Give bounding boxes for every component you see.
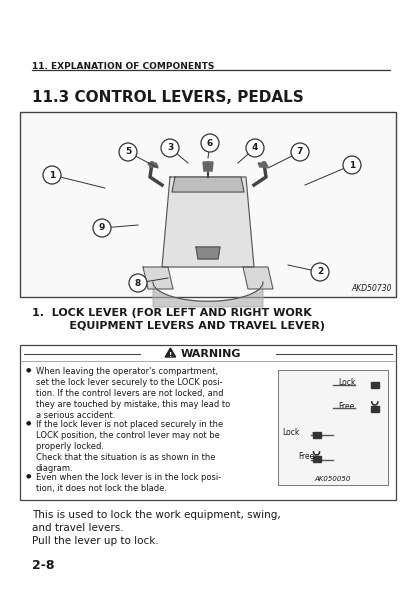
Text: ●: ● <box>25 473 31 478</box>
Bar <box>20 112 396 297</box>
Text: This is used to lock the work equipment, swing,
and travel levers.
Pull the leve: This is used to lock the work equipment,… <box>32 510 281 546</box>
Text: 7: 7 <box>297 148 303 156</box>
Text: Even when the lock lever is in the lock posi-
tion, it does not lock the blade.: Even when the lock lever is in the lock … <box>36 473 221 493</box>
Circle shape <box>343 156 361 174</box>
Text: Free: Free <box>298 452 314 461</box>
Circle shape <box>201 134 219 152</box>
Circle shape <box>119 143 137 161</box>
Polygon shape <box>143 267 173 289</box>
Polygon shape <box>258 163 268 167</box>
Circle shape <box>43 166 61 184</box>
Polygon shape <box>172 177 244 192</box>
Text: Lock: Lock <box>339 378 356 387</box>
Text: 5: 5 <box>125 148 131 156</box>
Text: When leaving the operator's compartment,
set the lock lever securely to the LOCK: When leaving the operator's compartment,… <box>36 367 230 421</box>
Text: AK050050: AK050050 <box>315 476 351 482</box>
Circle shape <box>129 274 147 292</box>
Polygon shape <box>312 456 320 462</box>
Text: Lock: Lock <box>282 428 300 437</box>
Text: EQUIPMENT LEVERS AND TRAVEL LEVER): EQUIPMENT LEVERS AND TRAVEL LEVER) <box>50 321 325 331</box>
Polygon shape <box>148 163 158 167</box>
Circle shape <box>93 219 111 237</box>
Text: Free: Free <box>339 402 355 411</box>
Circle shape <box>246 139 264 157</box>
Text: 1.  LOCK LEVER (FOR LEFT AND RIGHT WORK: 1. LOCK LEVER (FOR LEFT AND RIGHT WORK <box>32 308 312 318</box>
Text: 3: 3 <box>167 143 173 152</box>
Text: 2: 2 <box>317 268 323 277</box>
Text: 6: 6 <box>207 139 213 148</box>
Text: 11.3 CONTROL LEVERS, PEDALS: 11.3 CONTROL LEVERS, PEDALS <box>32 90 304 105</box>
Text: If the lock lever is not placed securely in the
LOCK position, the control lever: If the lock lever is not placed securely… <box>36 420 223 474</box>
Polygon shape <box>243 267 273 289</box>
Polygon shape <box>165 348 176 357</box>
Circle shape <box>291 143 309 161</box>
Bar <box>278 370 388 485</box>
Text: 4: 4 <box>252 143 258 152</box>
Text: ●: ● <box>25 367 31 372</box>
Text: !: ! <box>169 352 172 358</box>
Polygon shape <box>153 282 263 307</box>
Text: WARNING: WARNING <box>181 349 241 359</box>
Polygon shape <box>203 162 213 171</box>
Text: AKD50730: AKD50730 <box>352 284 392 293</box>
Polygon shape <box>312 432 320 438</box>
Polygon shape <box>162 177 254 267</box>
Text: 9: 9 <box>99 224 105 233</box>
Text: 1: 1 <box>49 171 55 180</box>
Text: 8: 8 <box>135 278 141 287</box>
Polygon shape <box>196 247 220 259</box>
Text: 1: 1 <box>349 161 355 170</box>
Circle shape <box>311 263 329 281</box>
Text: 2-8: 2-8 <box>32 559 54 572</box>
Polygon shape <box>371 406 379 412</box>
Circle shape <box>161 139 179 157</box>
Text: ●: ● <box>25 420 31 425</box>
Text: 11. EXPLANATION OF COMPONENTS: 11. EXPLANATION OF COMPONENTS <box>32 62 214 71</box>
Bar <box>20 345 396 500</box>
Polygon shape <box>371 382 379 388</box>
